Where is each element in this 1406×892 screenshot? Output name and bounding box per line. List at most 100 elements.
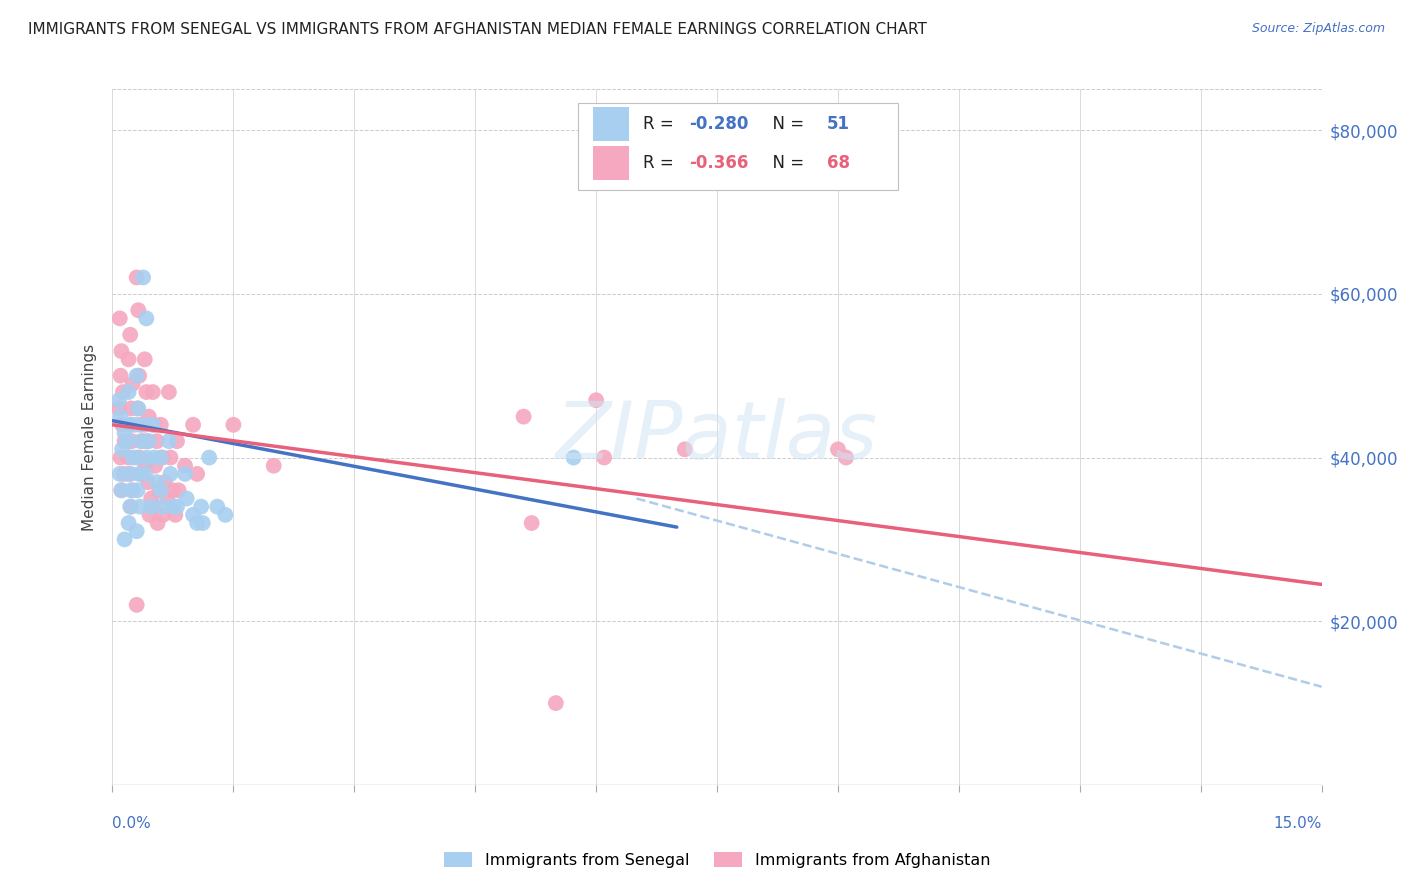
Point	[110, 344, 132, 359]
Point	[141, 491, 163, 506]
Point	[127, 303, 149, 318]
Point	[108, 467, 131, 481]
Point	[673, 442, 696, 457]
Text: N =: N =	[762, 154, 810, 172]
Point	[120, 500, 142, 514]
Point	[214, 508, 236, 522]
Point	[166, 500, 188, 514]
Point	[129, 417, 152, 432]
Point	[108, 401, 131, 416]
Point	[159, 467, 181, 481]
Point	[157, 385, 180, 400]
Bar	[592, 107, 628, 141]
Point	[121, 376, 143, 391]
Point	[143, 417, 166, 432]
Point	[181, 508, 204, 522]
Point	[146, 434, 169, 449]
Legend: Immigrants from Senegal, Immigrants from Afghanistan: Immigrants from Senegal, Immigrants from…	[437, 846, 997, 874]
Point	[121, 483, 143, 498]
Point	[562, 450, 585, 465]
Point	[121, 434, 143, 449]
Point	[127, 401, 149, 416]
Point	[165, 508, 187, 522]
Point	[162, 500, 184, 514]
Point	[207, 500, 229, 514]
Point	[121, 450, 143, 465]
Text: 51: 51	[827, 115, 851, 133]
Point	[120, 327, 142, 342]
Point	[125, 368, 148, 383]
Point	[153, 475, 176, 489]
Point	[125, 450, 148, 465]
Point	[117, 516, 139, 530]
Text: Source: ZipAtlas.com: Source: ZipAtlas.com	[1251, 22, 1385, 36]
Point	[148, 483, 170, 498]
Point	[143, 450, 166, 465]
Point	[117, 385, 139, 400]
Point	[138, 409, 160, 424]
Point	[135, 458, 157, 473]
Text: ZIPatlas: ZIPatlas	[555, 398, 879, 476]
Point	[129, 434, 152, 449]
Point	[127, 401, 149, 416]
Point	[114, 533, 136, 547]
Point	[138, 508, 160, 522]
Point	[132, 270, 155, 285]
Point	[157, 434, 180, 449]
Point	[827, 442, 849, 457]
Point	[146, 475, 169, 489]
Point	[115, 434, 138, 449]
Point	[593, 450, 616, 465]
Point	[149, 483, 172, 498]
Text: -0.366: -0.366	[689, 154, 748, 172]
Point	[156, 491, 179, 506]
Point	[263, 458, 285, 473]
Point	[181, 417, 204, 432]
Bar	[592, 146, 628, 179]
Text: 0.0%: 0.0%	[112, 816, 152, 831]
Text: R =: R =	[644, 115, 679, 133]
Point	[142, 500, 165, 514]
Point	[128, 450, 150, 465]
Point	[125, 598, 148, 612]
Point	[120, 500, 142, 514]
Point	[176, 491, 198, 506]
Point	[174, 467, 197, 481]
Point	[128, 467, 150, 481]
Point	[835, 450, 858, 465]
Point	[114, 425, 136, 440]
Point	[142, 417, 165, 432]
Point	[135, 385, 157, 400]
Point	[136, 475, 159, 489]
Point	[135, 467, 157, 481]
Point	[111, 385, 134, 400]
Point	[120, 467, 142, 481]
Point	[120, 483, 142, 498]
Point	[134, 352, 156, 367]
Point	[142, 385, 165, 400]
Point	[136, 434, 159, 449]
Point	[222, 417, 245, 432]
Point	[135, 311, 157, 326]
Point	[520, 516, 543, 530]
Point	[167, 483, 190, 498]
Point	[110, 483, 132, 498]
Text: 68: 68	[827, 154, 851, 172]
Point	[131, 467, 153, 481]
Point	[108, 393, 131, 408]
Point	[146, 516, 169, 530]
Point	[544, 696, 567, 710]
Point	[152, 450, 174, 465]
Point	[110, 483, 132, 498]
Point	[186, 516, 208, 530]
Text: IMMIGRANTS FROM SENEGAL VS IMMIGRANTS FROM AFGHANISTAN MEDIAN FEMALE EARNINGS CO: IMMIGRANTS FROM SENEGAL VS IMMIGRANTS FR…	[28, 22, 927, 37]
Point	[108, 311, 131, 326]
Point	[118, 417, 141, 432]
Point	[143, 458, 166, 473]
Point	[125, 270, 148, 285]
Point	[186, 467, 208, 481]
Point	[134, 417, 156, 432]
Point	[125, 524, 148, 539]
FancyBboxPatch shape	[578, 103, 898, 190]
Point	[174, 458, 197, 473]
